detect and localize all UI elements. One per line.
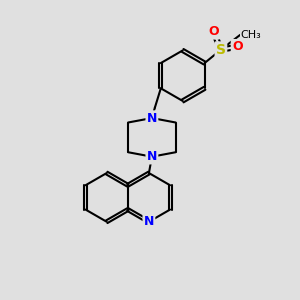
Text: S: S [216, 43, 226, 57]
Text: N: N [147, 150, 157, 163]
Text: O: O [208, 26, 219, 38]
Text: CH₃: CH₃ [240, 30, 261, 40]
Text: N: N [147, 112, 157, 124]
Text: O: O [232, 40, 243, 53]
Text: N: N [144, 215, 154, 228]
